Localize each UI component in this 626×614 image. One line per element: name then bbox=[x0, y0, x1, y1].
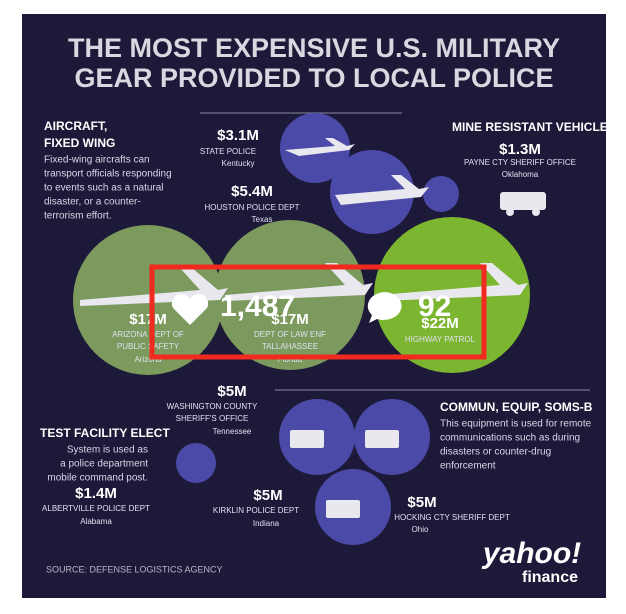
agency: ARIZONA DEPT OF bbox=[112, 330, 184, 339]
title: THE MOST EXPENSIVE U.S. MILITARY bbox=[68, 33, 560, 63]
amount: $5M bbox=[253, 487, 282, 504]
amount: $1.4M bbox=[75, 485, 117, 502]
amount: $1.3M bbox=[499, 141, 541, 158]
description: System is used as bbox=[67, 445, 148, 456]
agency: TALLAHASSEE bbox=[262, 342, 318, 351]
agency: HIGHWAY PATROL bbox=[405, 335, 476, 344]
amount: $5M bbox=[217, 383, 246, 400]
location: Oklahoma bbox=[502, 170, 539, 179]
amount: $17M bbox=[271, 311, 309, 328]
agency: KIRKLIN POLICE DEPT bbox=[213, 506, 299, 515]
location: Tennessee bbox=[213, 427, 252, 436]
likes-count: 1,487 bbox=[220, 290, 295, 323]
comment-icon[interactable] bbox=[367, 292, 402, 323]
agency: WASHINGTON COUNTY bbox=[167, 402, 258, 411]
title: GEAR PROVIDED TO LOCAL POLICE bbox=[74, 63, 553, 93]
amount: $5.4M bbox=[231, 183, 273, 200]
description: communications such as during bbox=[440, 433, 580, 444]
logo-brand: yahoo! bbox=[481, 537, 581, 570]
location: Arizona bbox=[134, 355, 162, 364]
highlight-box bbox=[149, 264, 487, 360]
hover-overlay[interactable]: 1,487 92 bbox=[149, 264, 487, 360]
location: Texas bbox=[252, 215, 273, 224]
description: terrorism effort. bbox=[44, 211, 112, 222]
source: SOURCE: DEFENSE LOGISTICS AGENCY bbox=[46, 564, 223, 574]
logo-product: finance bbox=[522, 569, 578, 586]
description: enforcement bbox=[440, 461, 496, 472]
agency: PUBLIC SAFETY bbox=[117, 342, 180, 351]
heart-icon[interactable] bbox=[171, 293, 209, 325]
heading: MINE RESISTANT VEHICLE bbox=[452, 120, 608, 134]
location: Kentucky bbox=[222, 159, 255, 168]
comments-count: 92 bbox=[418, 290, 451, 323]
description: disasters or counter-drug bbox=[440, 447, 551, 458]
amount: $22M bbox=[421, 315, 459, 332]
agency: SHERIFF'S OFFICE bbox=[176, 414, 249, 423]
agency: ALBERTVILLE POLICE DEPT bbox=[42, 504, 150, 513]
description: transport officials responding bbox=[44, 169, 172, 180]
heading: TEST FACILITY ELECT bbox=[40, 426, 170, 440]
location: Alabama bbox=[80, 517, 112, 526]
agency: HOCKING CTY SHERIFF DEPT bbox=[394, 513, 510, 522]
agency: HOUSTON POLICE DEPT bbox=[205, 203, 300, 212]
amount: $5M bbox=[407, 494, 436, 511]
heading: FIXED WING bbox=[44, 136, 115, 150]
agency: DEPT OF LAW ENF bbox=[254, 330, 326, 339]
location: Florida bbox=[278, 355, 303, 364]
description: disaster, or a counter- bbox=[44, 197, 141, 208]
agency: STATE POLICE bbox=[200, 147, 256, 156]
heading: AIRCRAFT, bbox=[44, 119, 107, 133]
description: mobile command post. bbox=[47, 473, 148, 484]
heading: COMMUN, EQUIP, SOMS-B bbox=[440, 400, 593, 414]
icons bbox=[80, 138, 546, 518]
agency: PAYNE CTY SHERIFF OFFICE bbox=[464, 158, 576, 167]
location: Indiana bbox=[253, 519, 280, 528]
description: Fixed-wing aircrafts can bbox=[44, 155, 150, 166]
description: a police department bbox=[60, 459, 148, 470]
texts: AIRCRAFT, FIXED WING Fixed-wing aircraft… bbox=[40, 119, 608, 586]
amount: $3.1M bbox=[217, 127, 259, 144]
amount: $17M bbox=[129, 311, 167, 328]
location: Ohio bbox=[412, 525, 429, 534]
description: This equipment is used for remote bbox=[440, 419, 592, 430]
description: to events such as a natural bbox=[44, 183, 164, 194]
